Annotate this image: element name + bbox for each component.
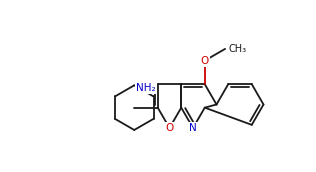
Text: O: O bbox=[165, 123, 173, 133]
Text: NH₂: NH₂ bbox=[136, 83, 156, 93]
Text: N: N bbox=[189, 123, 197, 133]
Text: O: O bbox=[201, 56, 209, 66]
Text: CH₃: CH₃ bbox=[228, 44, 246, 54]
